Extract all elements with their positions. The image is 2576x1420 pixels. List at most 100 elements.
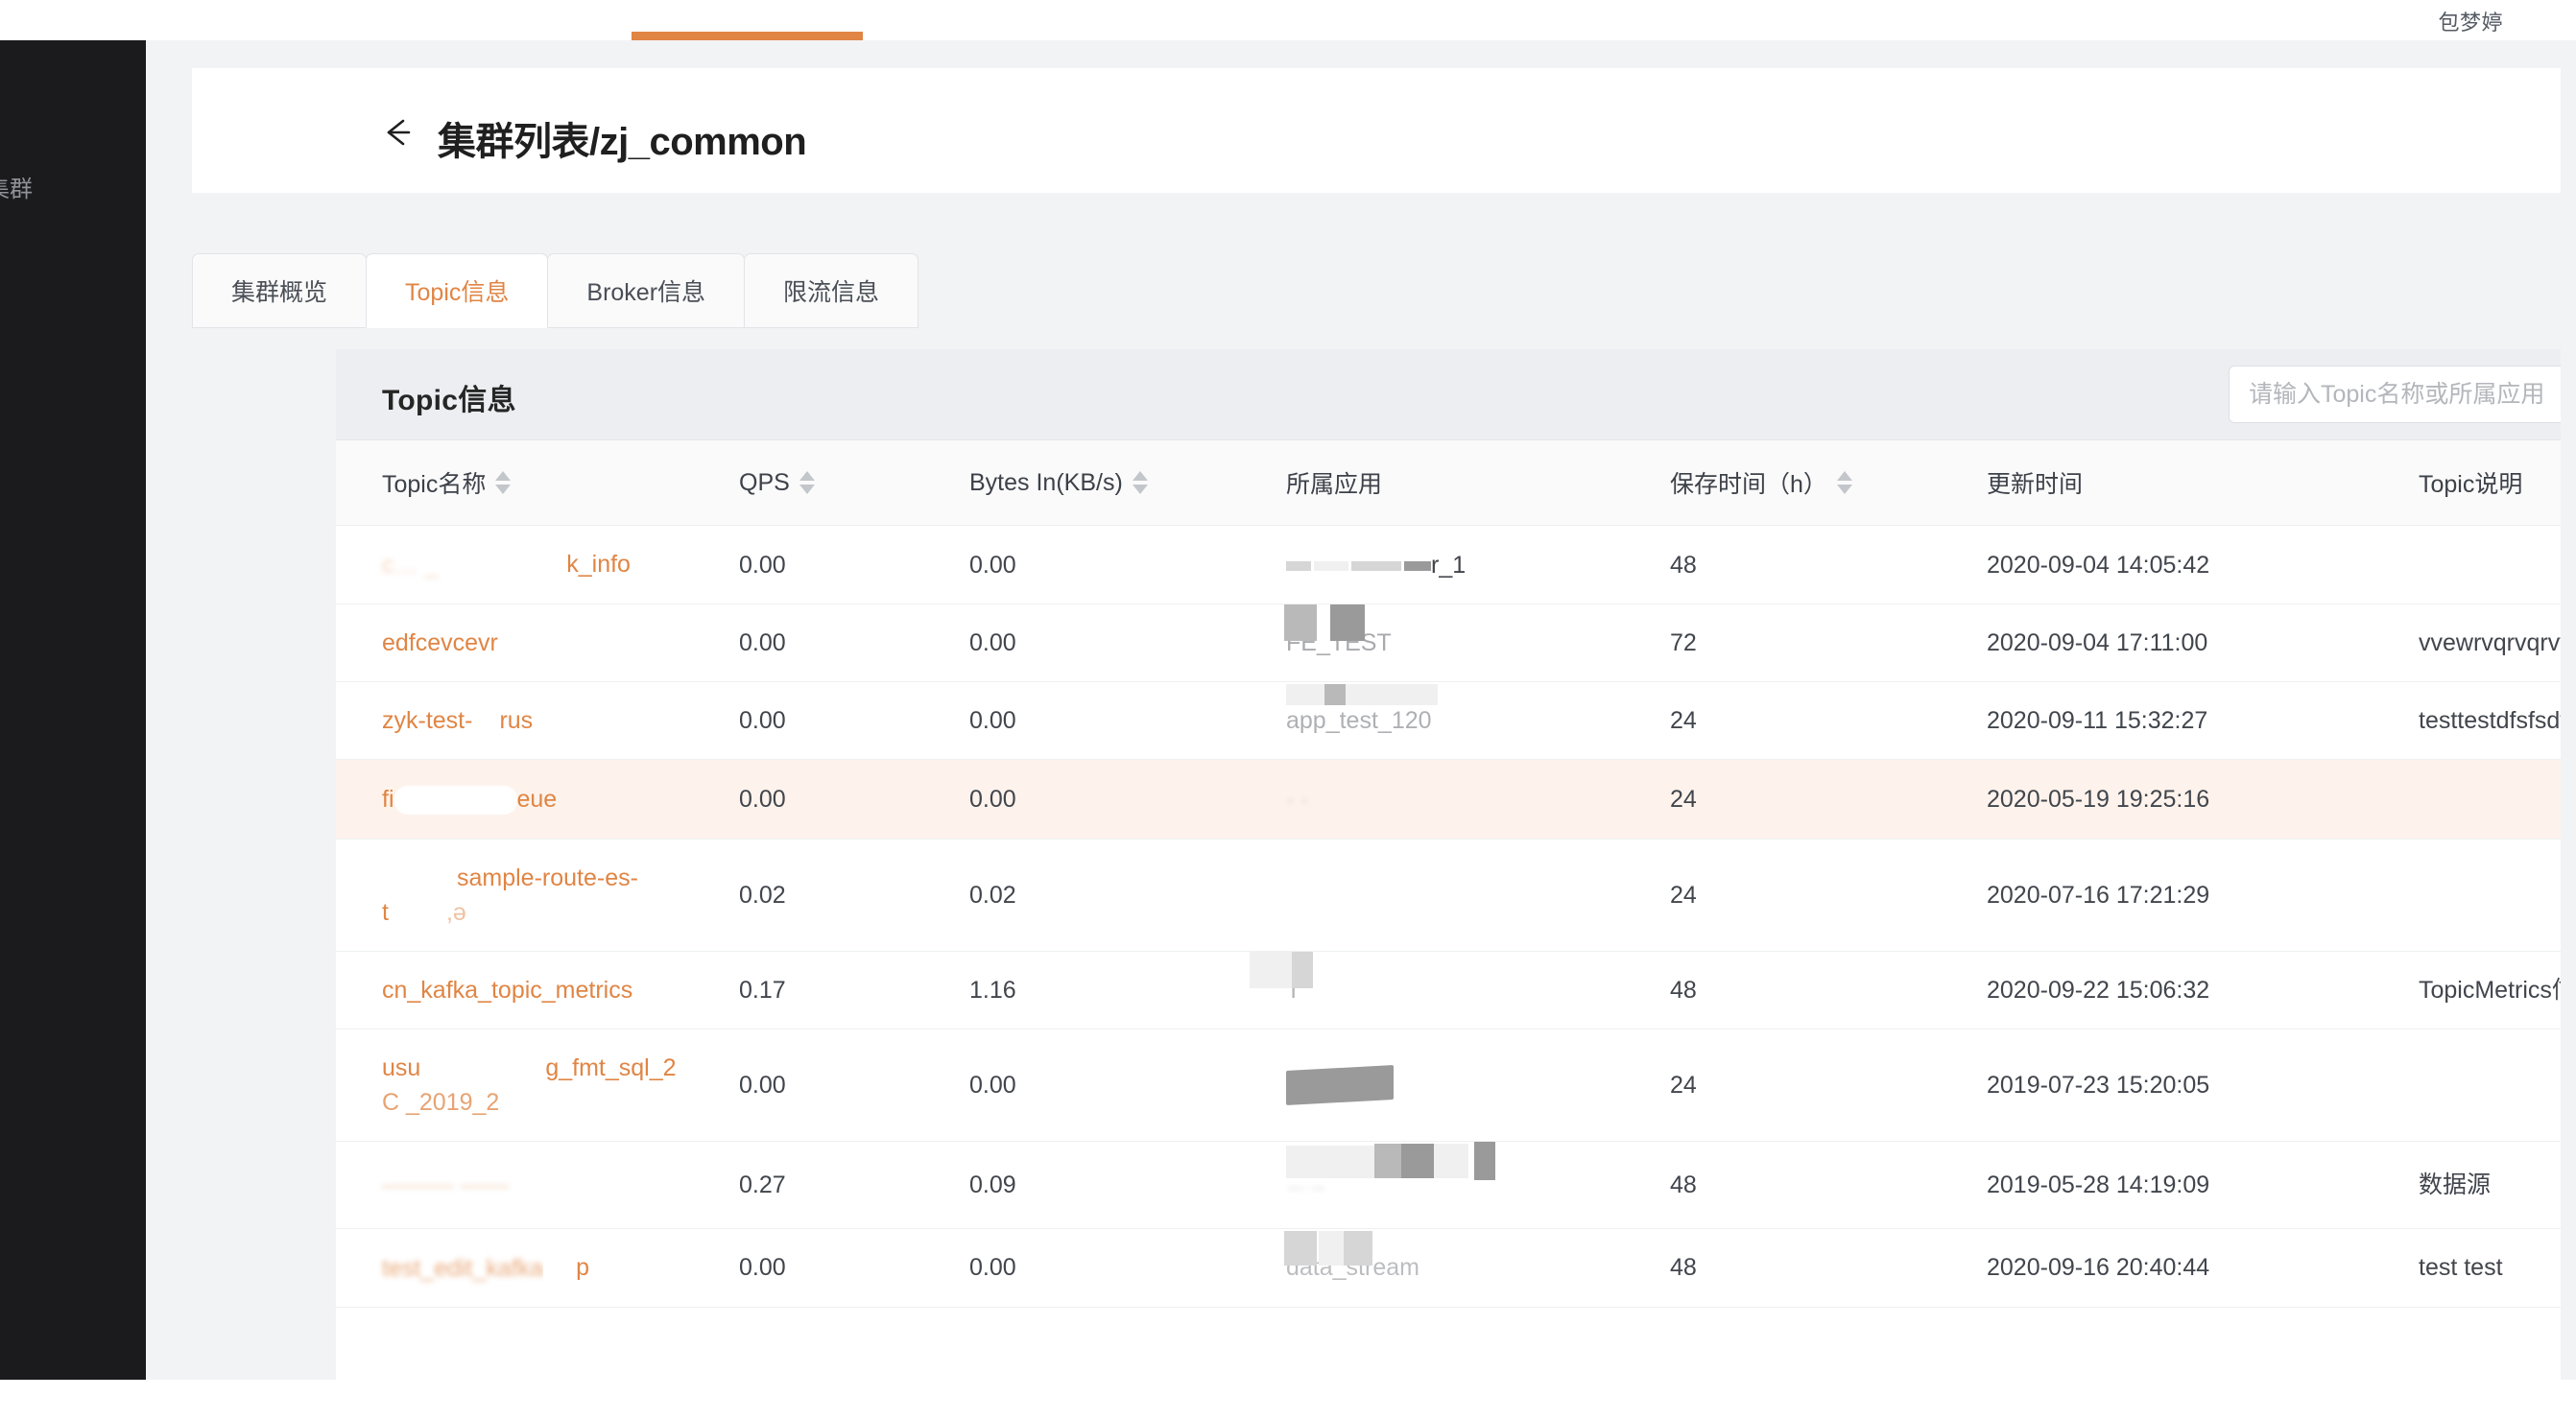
cell-update-time: 2020-09-04 17:11:00 xyxy=(1987,604,2419,683)
cell-qps: 0.00 xyxy=(739,759,969,840)
cell-topic-desc xyxy=(2419,1029,2576,1142)
cell-retention: 48 xyxy=(1670,1228,1987,1309)
sidebar: 集群 xyxy=(0,40,146,1380)
tab-topic-info[interactable]: Topic信息 xyxy=(366,253,549,328)
sort-toggle-qps[interactable] xyxy=(799,471,815,494)
column-label: 所属应用 xyxy=(1286,471,1383,498)
cell-app: —·· — xyxy=(1286,1141,1670,1229)
cell-topic-name[interactable]: cn_kafka_topic_metrics xyxy=(336,951,739,1030)
cell-topic-name[interactable]: usu g_fmt_sql_2 C _2019_2 xyxy=(336,1029,739,1142)
cell-retention: 24 xyxy=(1670,759,1987,840)
tab-throttle-info[interactable]: 限流信息 xyxy=(744,253,919,328)
cell-app xyxy=(1286,1029,1670,1142)
column-label: QPS xyxy=(739,468,790,496)
cell-topic-desc xyxy=(2419,759,2576,840)
cell-app xyxy=(1286,839,1670,952)
cell-retention: 48 xyxy=(1670,1141,1987,1229)
column-header-qps[interactable]: QPS xyxy=(739,440,969,526)
cell-topic-name[interactable]: edfcevcevr xyxy=(336,604,739,683)
topic-name-link[interactable]: edfcevcevr xyxy=(382,629,498,657)
cell-bytes-in: 0.00 xyxy=(969,681,1286,761)
table-row[interactable]: edfcevcevr 0.00 0.00 FE_TEST 72 2020-09-… xyxy=(336,604,2576,683)
topic-name-link[interactable]: usu g_fmt_sql_2 C _2019_2 xyxy=(382,1053,677,1116)
column-label: Topic名称 xyxy=(382,471,487,498)
column-label: 保存时间（h） xyxy=(1670,471,1827,498)
cell-qps: 0.17 xyxy=(739,951,969,1030)
column-header-retention[interactable]: 保存时间（h） xyxy=(1670,440,1987,526)
table-row[interactable]: zyk-test-rus 0.00 0.00 app_test_120 24 xyxy=(336,681,2576,761)
cell-qps: 0.27 xyxy=(739,1141,969,1229)
column-header-topic-name[interactable]: Topic名称 xyxy=(336,440,739,526)
tab-cluster-overview[interactable]: 集群概览 xyxy=(192,253,368,328)
cell-app: T xyxy=(1250,951,1670,1030)
table-header-row: Topic名称 QPS Bytes In(KB/s) xyxy=(336,440,2576,526)
page-title: 集群列表/zj_common xyxy=(438,121,807,163)
sort-toggle-retention[interactable] xyxy=(1836,471,1852,494)
cell-topic-desc: TopicMetrics信息 xyxy=(2419,951,2576,1030)
cell-topic-name[interactable]: c… _ k_info xyxy=(336,525,739,605)
topic-name-link[interactable]: test_edit_kafka p xyxy=(382,1253,590,1283)
table-row[interactable]: usu g_fmt_sql_2 C _2019_2 0.00 0.00 24 20… xyxy=(336,1029,2576,1142)
cell-update-time: 2020-05-19 19:25:16 xyxy=(1987,759,2419,840)
main-canvas: 集群列表/zj_common 集群概览 Topic信息 Broker信息 限流信… xyxy=(146,40,2576,1420)
cell-update-time: 2020-09-04 14:05:42 xyxy=(1987,525,2419,605)
sort-toggle-topic-name[interactable] xyxy=(495,471,512,494)
topic-name-link[interactable]: sample-route-es- t ,ə xyxy=(382,864,638,926)
top-active-tab-indicator xyxy=(632,32,863,40)
cell-bytes-in: 0.09 xyxy=(969,1141,1286,1229)
arrow-left-icon[interactable] xyxy=(376,110,420,154)
table-row[interactable]: ——— —— 0.27 0.09 —·· — xyxy=(336,1141,2576,1229)
cell-qps: 0.00 xyxy=(739,604,969,683)
cell-topic-name[interactable]: zyk-test-rus xyxy=(336,681,739,761)
cell-topic-name[interactable]: fi eue xyxy=(336,759,739,840)
cell-qps: 0.00 xyxy=(739,1228,969,1309)
cell-qps: 0.02 xyxy=(739,839,969,952)
cell-bytes-in: 0.00 xyxy=(969,525,1286,605)
table-row[interactable]: cn_kafka_topic_metrics 0.17 1.16 T 48 20… xyxy=(336,951,2576,1030)
panel-header: Topic信息 xyxy=(336,349,2576,440)
cell-qps: 0.00 xyxy=(739,681,969,761)
cell-bytes-in: 0.00 xyxy=(969,1029,1286,1142)
topic-table: Topic名称 QPS Bytes In(KB/s) xyxy=(336,440,2576,1309)
topic-name-link[interactable]: fi eue xyxy=(382,782,739,816)
topic-name-link[interactable]: ——— —— xyxy=(382,1172,509,1199)
cell-retention: 24 xyxy=(1670,681,1987,761)
cell-app: · · xyxy=(1286,759,1670,840)
search-input[interactable] xyxy=(2249,367,2576,422)
column-label: Topic说明 xyxy=(2419,471,2523,498)
topic-name-link[interactable]: c… _ k_info xyxy=(382,551,631,580)
topic-name-link[interactable]: cn_kafka_topic_metrics xyxy=(382,976,633,1004)
column-header-bytes-in[interactable]: Bytes In(KB/s) xyxy=(969,440,1286,526)
sort-toggle-bytes-in[interactable] xyxy=(1132,471,1148,494)
cell-topic-name[interactable]: test_edit_kafka p xyxy=(336,1228,739,1309)
table-row[interactable]: fi eue 0.00 0.00 · · 24 2020-05-19 19:25:… xyxy=(336,759,2576,840)
cell-topic-desc: 数据源 居 生... xyxy=(2419,1141,2576,1229)
cell-retention: 48 xyxy=(1670,951,1987,1030)
cell-retention: 72 xyxy=(1670,604,1987,683)
cell-app: FE_TEST xyxy=(1284,604,1670,683)
cell-update-time: 2020-09-16 20:40:44 xyxy=(1987,1228,2419,1309)
cell-retention: 48 xyxy=(1670,525,1987,605)
column-header-app: 所属应用 xyxy=(1286,440,1670,526)
tab-broker-info[interactable]: Broker信息 xyxy=(547,253,746,328)
sidebar-item-cluster[interactable]: 集群 xyxy=(0,177,33,202)
user-name[interactable]: 包梦婷 xyxy=(2438,11,2503,35)
cell-retention: 24 xyxy=(1670,1029,1987,1142)
cell-topic-name[interactable]: ——— —— xyxy=(336,1141,739,1229)
cell-topic-name[interactable]: sample-route-es- t ,ə xyxy=(336,839,739,952)
cell-update-time: 2020-07-16 17:21:29 xyxy=(1987,839,2419,952)
search-box[interactable] xyxy=(2229,366,2576,423)
cell-retention: 24 xyxy=(1670,839,1987,952)
column-header-topic-desc: Topic说明 xyxy=(2419,440,2576,526)
table-row[interactable]: sample-route-es- t ,ə 0.02 0.02 24 2020-0… xyxy=(336,839,2576,952)
table-row[interactable]: c… _ k_info 0.00 0.00 r_1 48 2020-09-04 … xyxy=(336,525,2576,605)
topic-name-link[interactable]: zyk-test-rus xyxy=(382,707,534,735)
cell-bytes-in: 0.02 xyxy=(969,839,1286,952)
table-row[interactable]: test_edit_kafka p 0.00 0.00 data_stream xyxy=(336,1228,2576,1309)
cell-bytes-in: 0.00 xyxy=(969,759,1286,840)
topic-info-panel: Topic信息 Topic名称 xyxy=(336,349,2576,1420)
table-body: c… _ k_info 0.00 0.00 r_1 48 2020-09-04 … xyxy=(336,525,2576,1309)
cell-topic-desc xyxy=(2419,525,2576,605)
cell-qps: 0.00 xyxy=(739,1029,969,1142)
cell-update-time: 2019-05-28 14:19:09 xyxy=(1987,1141,2419,1229)
